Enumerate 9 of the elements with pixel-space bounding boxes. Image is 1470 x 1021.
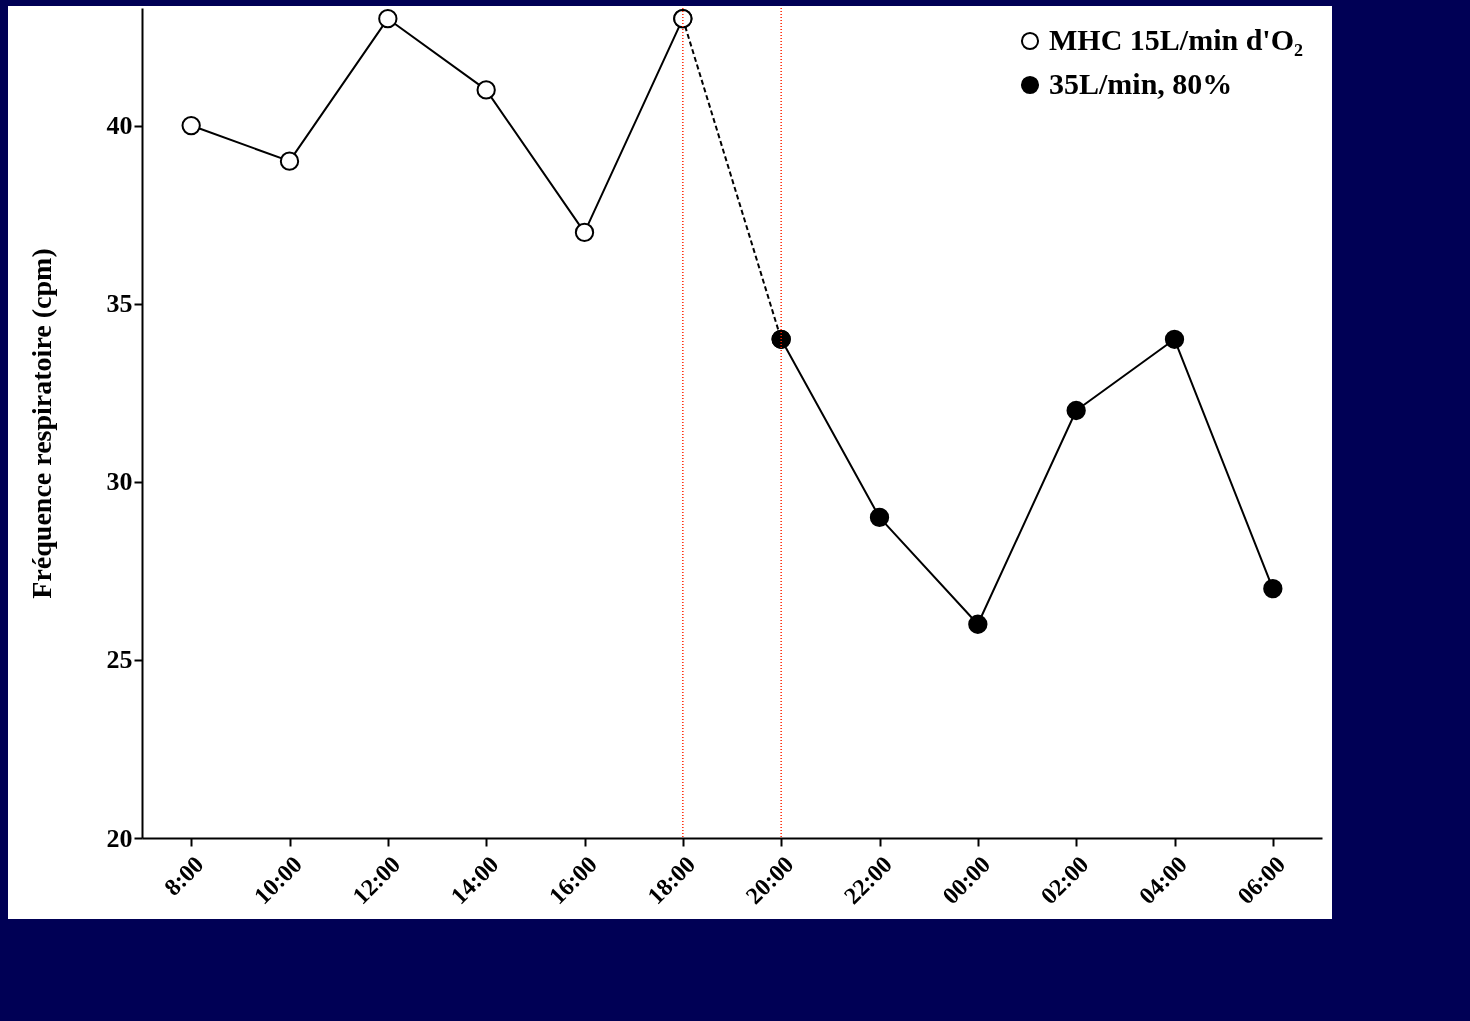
y-tick-label: 35 [106,289,133,319]
legend-label: 35L/min, 80% [1049,67,1233,100]
y-tick-label: 25 [106,645,133,675]
legend-label: MHC 15L/min d'O₂ [1049,23,1304,56]
y-tick-label: 20 [106,823,133,853]
x-tick-label: 8:00 [159,851,209,901]
y-tick-label: 30 [106,467,133,497]
y-axis-title: Fréquence respiratoire (cpm) [25,248,57,599]
y-tick-label: 40 [106,111,133,141]
